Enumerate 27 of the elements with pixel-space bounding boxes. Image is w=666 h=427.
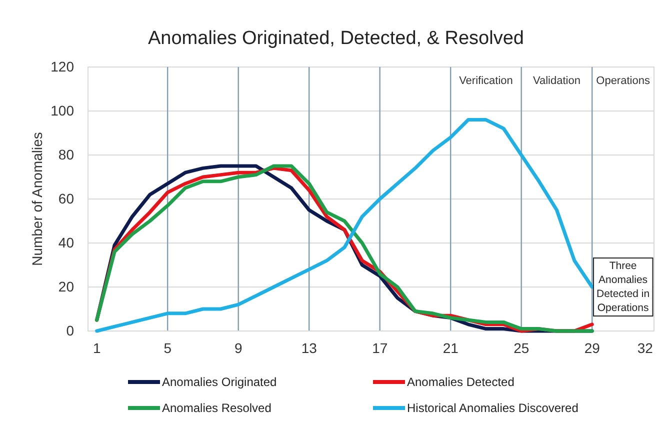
y-tick-label: 80 <box>58 146 74 162</box>
y-tick-label: 40 <box>58 234 74 250</box>
y-tick-label: 20 <box>58 278 74 294</box>
annotation: Verification <box>459 75 513 87</box>
line-series <box>95 118 594 333</box>
x-tick-label: 25 <box>514 340 530 356</box>
legend-label: Anomalies Detected <box>407 375 514 389</box>
x-tick-label: 1 <box>92 340 101 356</box>
annotation: Validation <box>532 75 580 87</box>
legend-label: Anomalies Originated <box>162 375 277 389</box>
annotation: Three Anomalies Detected in Operations <box>596 260 650 314</box>
chart-title: Anomalies Originated, Detected, & Resolved <box>148 28 524 49</box>
y-tick-label: 100 <box>50 102 74 118</box>
x-tick-label: 13 <box>301 340 318 356</box>
legend-label: Historical Anomalies Discovered <box>407 401 578 415</box>
x-tick-label: 5 <box>164 340 172 356</box>
x-tick-label: 9 <box>234 340 242 356</box>
x-tick-label: 17 <box>372 340 388 356</box>
x-tick-label: 21 <box>442 340 459 356</box>
x-tick-label: 32 <box>637 340 654 356</box>
y-tick-label: 60 <box>58 190 74 206</box>
annotation: Operations <box>596 75 650 87</box>
y-tick-label: 120 <box>50 58 74 74</box>
y-tick-label: 0 <box>66 322 74 338</box>
legend-label: Anomalies Resolved <box>162 401 272 415</box>
x-tick-label: 29 <box>584 340 600 356</box>
y-axis-title: Number of Anomalies <box>29 132 45 266</box>
